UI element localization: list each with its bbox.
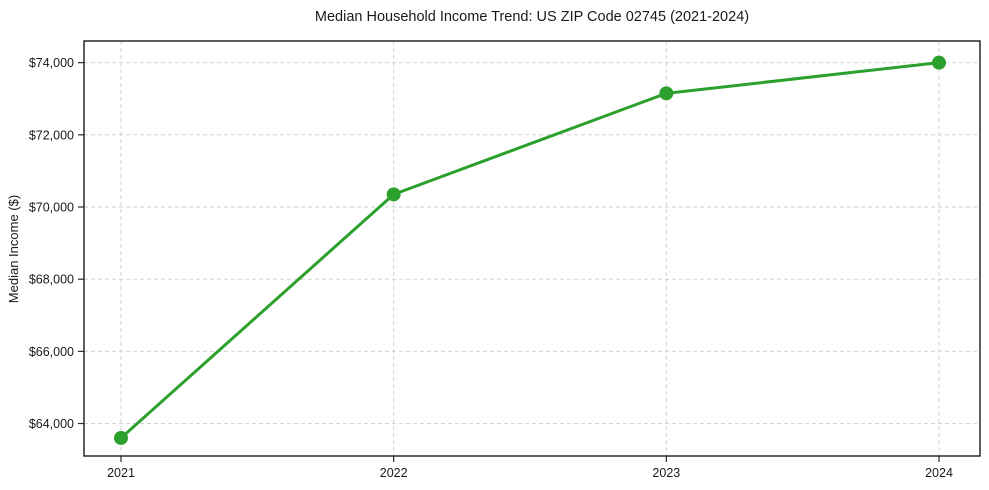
chart-title: Median Household Income Trend: US ZIP Co… [314, 9, 750, 25]
data-point-marker [659, 86, 674, 101]
income-trend-line [119, 61, 941, 440]
data-point-marker [386, 187, 401, 202]
y-tick-label: $68,000 [29, 273, 74, 287]
y-tick-label: $74,000 [29, 56, 74, 70]
y-tick-label: $64,000 [29, 417, 74, 431]
y-tick-label: $66,000 [29, 345, 74, 359]
data-point-marker [932, 55, 946, 70]
x-tick-label: 2021 [107, 466, 135, 480]
plot-frame [83, 40, 981, 457]
x-tick-label: 2023 [652, 466, 680, 480]
data-point-marker [114, 430, 128, 445]
y-tick-label: $70,000 [29, 201, 74, 215]
x-tick-label: 2022 [380, 466, 408, 480]
y-tick-label: $72,000 [29, 128, 74, 142]
x-tick-label: 2024 [925, 466, 953, 480]
